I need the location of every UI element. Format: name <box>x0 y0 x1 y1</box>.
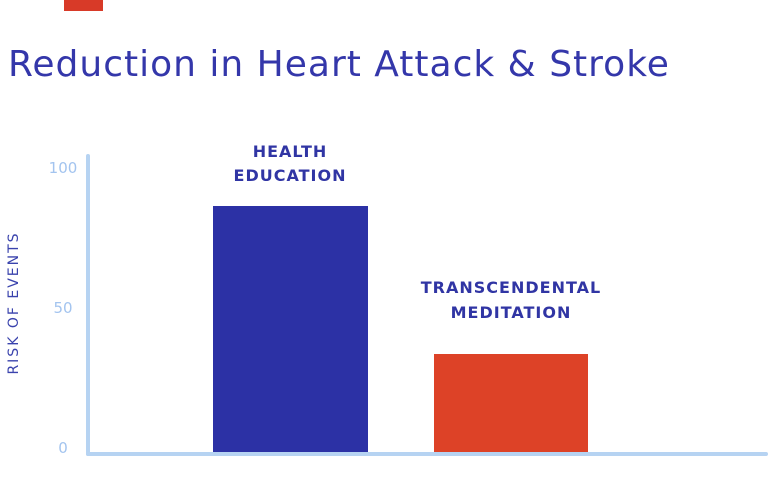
y-tick-label-0: 0 <box>58 439 68 457</box>
bar-health-education <box>213 205 368 452</box>
bar-label-line: MEDITATION <box>450 303 572 322</box>
bar-label-line: EDUCATION <box>233 166 347 185</box>
bar-label-line: HEALTH <box>252 142 328 161</box>
bar-label-transcendental-meditation: TRANSCENDENTAL MEDITATION <box>386 275 636 325</box>
bar-label-line: TRANSCENDENTAL <box>420 278 602 297</box>
bar-transcendental-meditation <box>434 354 588 452</box>
y-axis-title: RISK OF EVENTS <box>6 231 22 375</box>
red-accent-mark <box>64 0 103 11</box>
x-axis-line <box>86 452 768 456</box>
bar-label-health-education: HEALTH EDUCATION <box>190 140 390 188</box>
y-axis-line <box>86 154 90 456</box>
chart-title: Reduction in Heart Attack & Stroke <box>8 44 670 85</box>
y-tick-label-100: 100 <box>48 159 78 177</box>
y-tick-label-50: 50 <box>53 299 73 317</box>
